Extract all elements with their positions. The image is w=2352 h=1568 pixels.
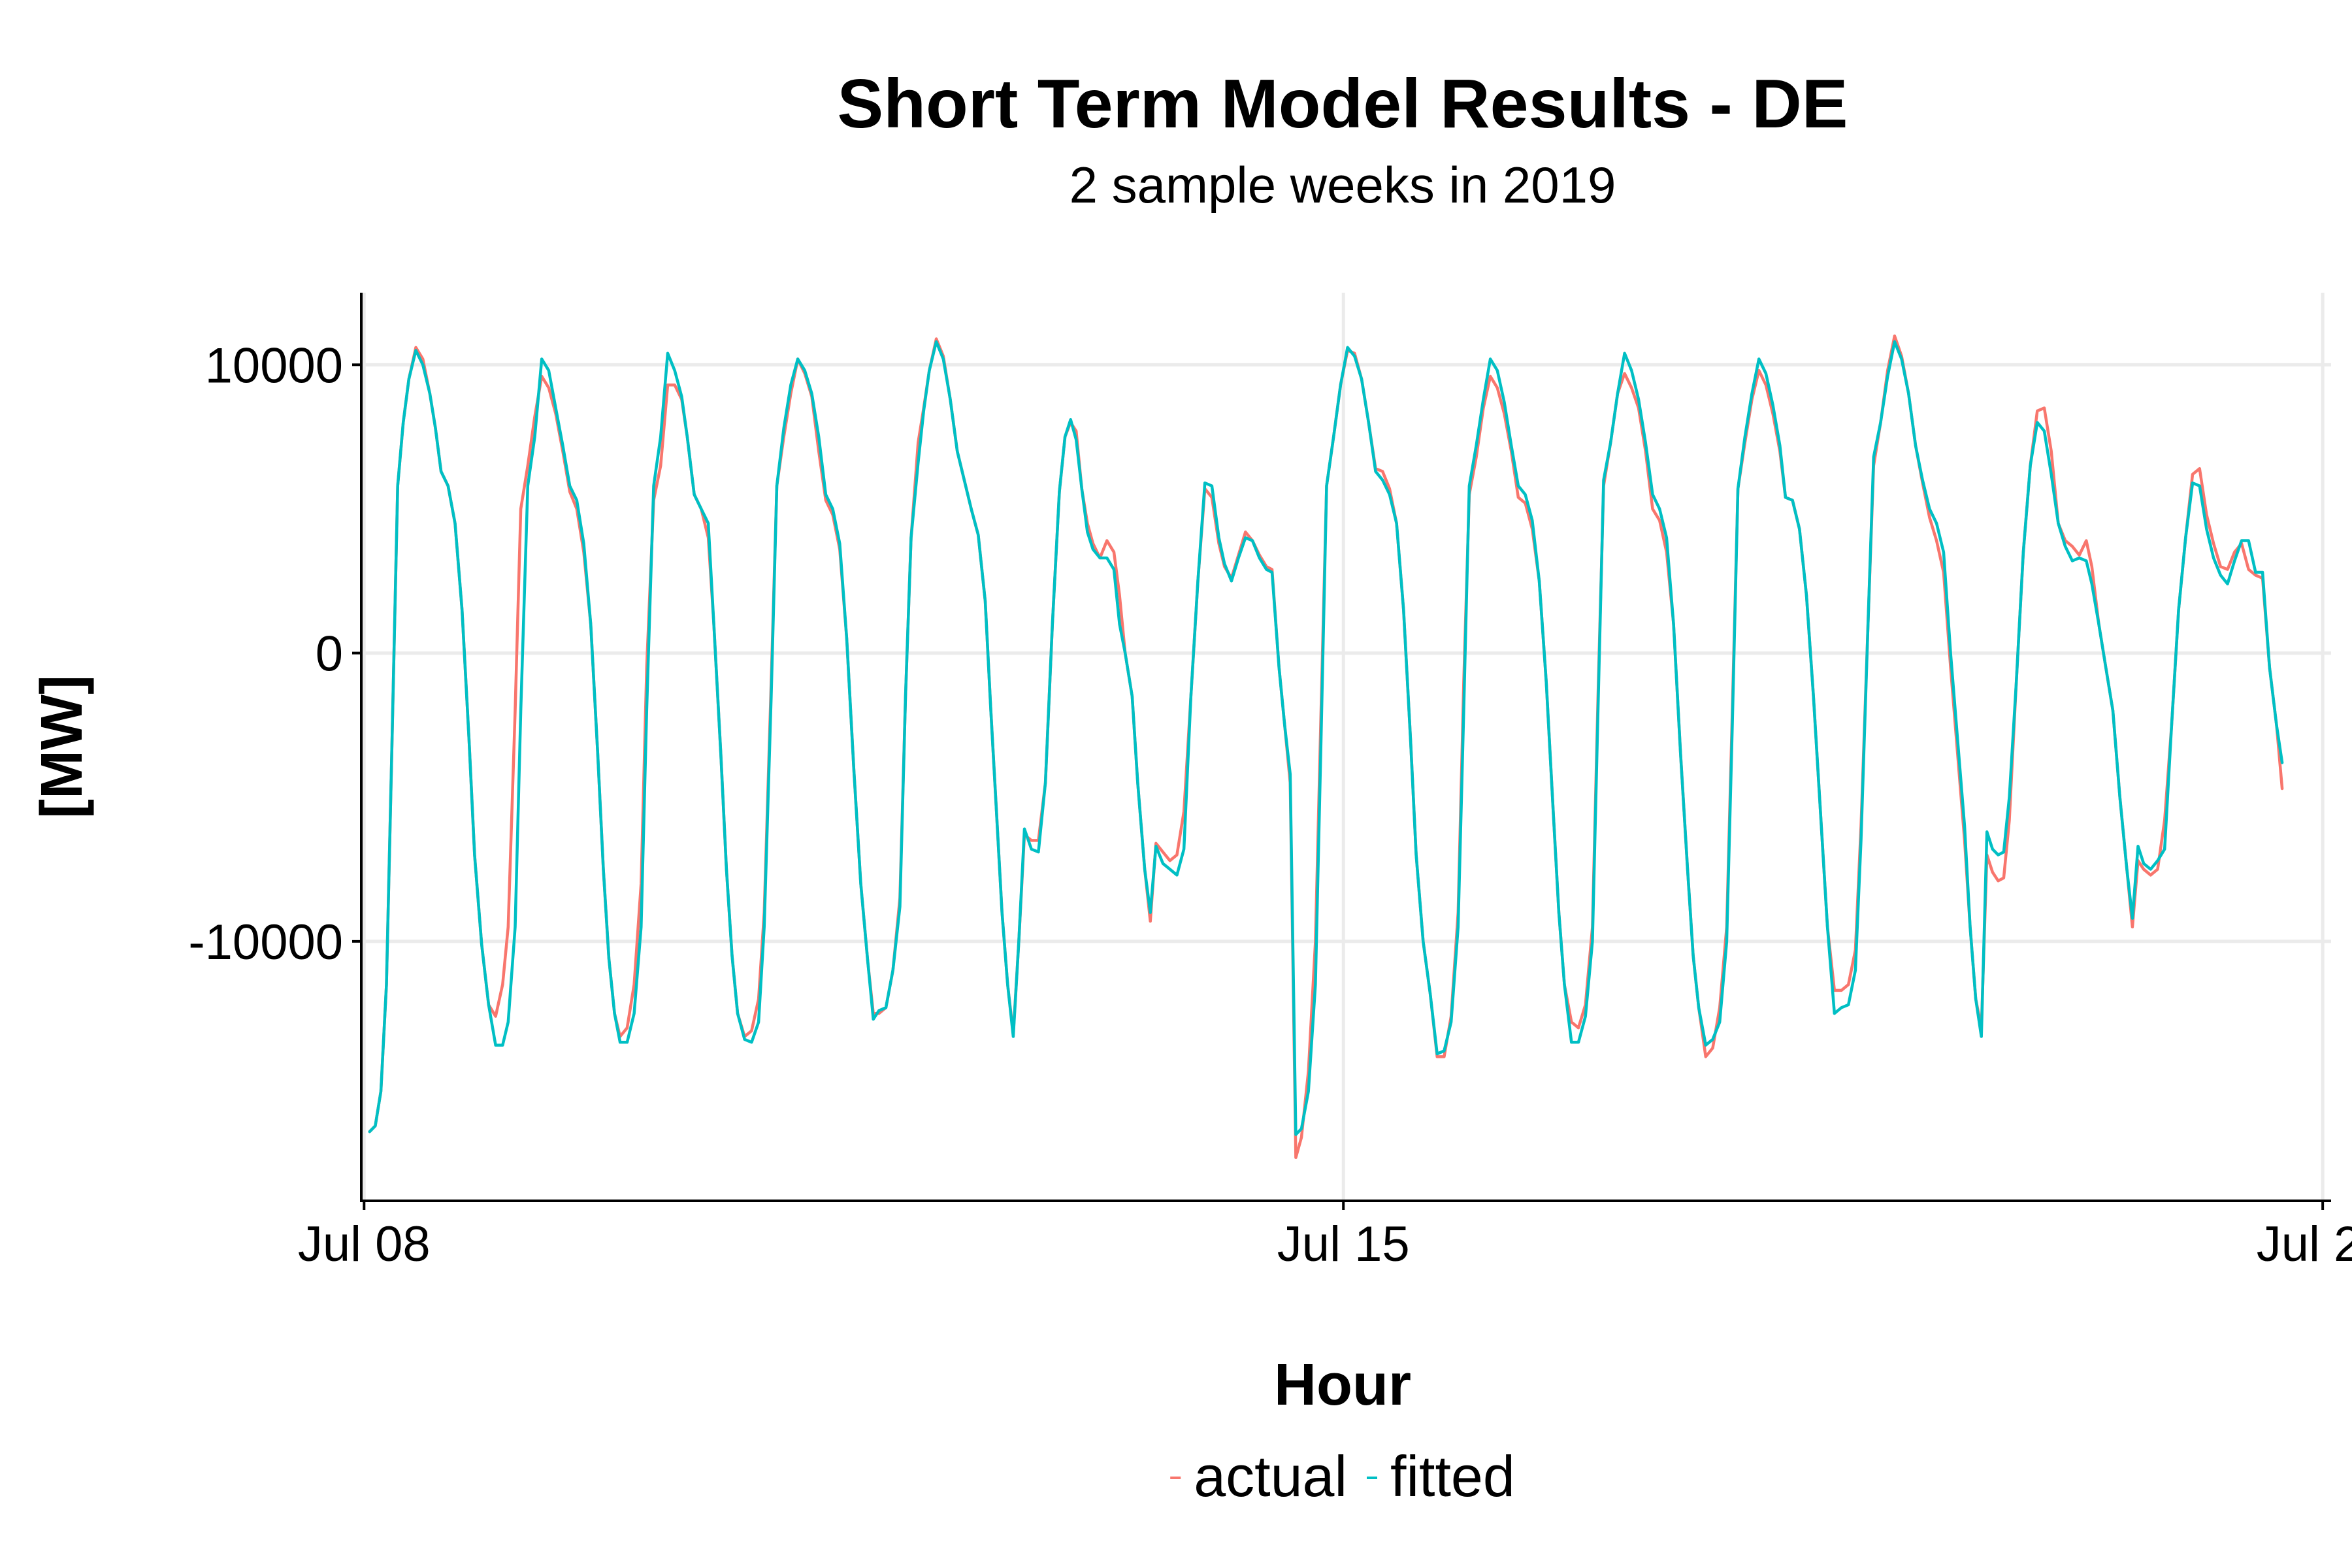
plot-panel: -10000 0 10000 Jul 08 Jul 15 Jul 22 [188,293,2352,1272]
grid-layer [361,293,2331,1201]
series-line-fitted [368,340,2284,1136]
chart-subtitle: 2 sample weeks in 2019 [1070,156,1616,214]
x-axis-title: Hour [1274,1352,1411,1418]
x-tick-label: Jul 22 [2257,1217,2352,1272]
tick-layer: -10000 0 10000 Jul 08 Jul 15 Jul 22 [188,338,2352,1272]
legend-item-fitted: fitted [1367,1444,1515,1509]
legend-label-fitted: fitted [1390,1444,1515,1509]
legend-item-actual: actual [1170,1444,1347,1509]
legend: actual fitted [1170,1444,1515,1509]
y-tick-label: 10000 [205,338,343,393]
x-tick-label: Jul 15 [1277,1217,1410,1272]
series-layer [368,334,2284,1160]
legend-label-actual: actual [1194,1444,1347,1509]
y-tick-label: 0 [316,627,343,682]
y-tick-label: -10000 [188,915,343,970]
chart-title: Short Term Model Results - DE [838,65,1848,142]
x-tick-label: Jul 08 [298,1217,431,1272]
y-axis-title: [MW] [29,675,95,819]
